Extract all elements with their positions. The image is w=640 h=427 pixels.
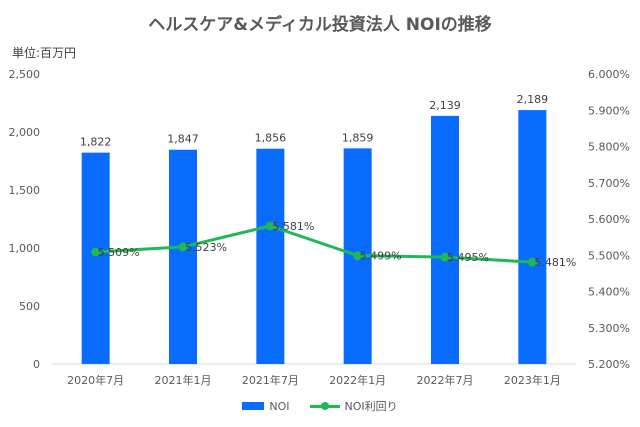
line-data-label: 5.523% <box>185 241 227 254</box>
y-left-tick-label: 0 <box>33 358 40 371</box>
bar-noi <box>256 148 285 364</box>
y-right-tick-label: 6.000% <box>588 68 630 81</box>
y-left-tick-label: 2,500 <box>9 68 41 81</box>
x-tick-label: 2022年1月 <box>329 373 386 387</box>
line-point-noi-yield <box>265 221 275 231</box>
bar-noi <box>169 149 197 364</box>
line-data-label: 5.481% <box>534 256 576 269</box>
line-point-noi-yield <box>91 247 101 257</box>
y-right-tick-label: 5.600% <box>588 213 630 226</box>
bar-noi <box>431 115 459 364</box>
legend-label-noi: NOI <box>269 399 290 413</box>
line-point-noi-yield <box>178 242 188 252</box>
x-tick-label: 2021年1月 <box>155 373 212 387</box>
x-tick-label: 2021年7月 <box>242 373 299 387</box>
x-tick-label: 2022年7月 <box>417 373 474 387</box>
y-right-tick-label: 5.200% <box>588 358 630 371</box>
bar-data-label: 2,189 <box>517 93 549 106</box>
line-noi-yield <box>95 224 533 264</box>
line-data-label: 5.509% <box>98 246 140 259</box>
y-right-tick-label: 5.900% <box>588 104 630 117</box>
legend-bar-swatch <box>242 402 265 410</box>
line-data-label: 5.581% <box>272 220 314 233</box>
y-right-tick-label: 5.400% <box>588 286 630 299</box>
y-right-tick-label: 5.500% <box>588 249 630 262</box>
legend-item-noi-yield: NOI利回り <box>309 398 398 414</box>
legend: NOI NOI利回り <box>0 398 640 414</box>
line-point-noi-yield <box>440 252 450 262</box>
y-right-tick-label: 5.700% <box>588 177 630 190</box>
line-point-noi-yield <box>527 257 537 267</box>
chart-title: ヘルスケア&メディカル投資法人 NOIの推移 <box>148 15 492 35</box>
line-data-label: 5.499% <box>360 250 402 263</box>
line-point-noi-yield <box>353 251 363 261</box>
legend-item-noi: NOI <box>242 399 290 413</box>
y-left-tick-label: 1,500 <box>9 184 41 197</box>
x-tick-label: 2020年7月 <box>67 373 124 387</box>
y-right-tick-label: 5.300% <box>588 322 630 335</box>
legend-label-noi-yield: NOI利回り <box>344 400 398 413</box>
unit-label: 単位:百万円 <box>12 46 77 60</box>
bar-noi <box>81 152 110 364</box>
y-left-tick-label: 1,000 <box>9 242 41 255</box>
bar-data-label: 1,856 <box>255 132 287 145</box>
legend-line-swatch <box>309 401 340 411</box>
bar-data-label: 1,847 <box>167 133 199 146</box>
x-tick-label: 2023年1月 <box>504 373 561 387</box>
bar-data-label: 2,139 <box>429 99 461 112</box>
bar-data-label: 1,859 <box>342 131 374 144</box>
bar-data-label: 1,822 <box>80 136 112 149</box>
line-data-label: 5.495% <box>447 251 489 264</box>
y-left-tick-label: 2,000 <box>9 126 41 139</box>
bar-noi <box>518 110 547 365</box>
y-left-tick-label: 500 <box>19 300 40 313</box>
y-right-tick-label: 5.800% <box>588 141 630 154</box>
